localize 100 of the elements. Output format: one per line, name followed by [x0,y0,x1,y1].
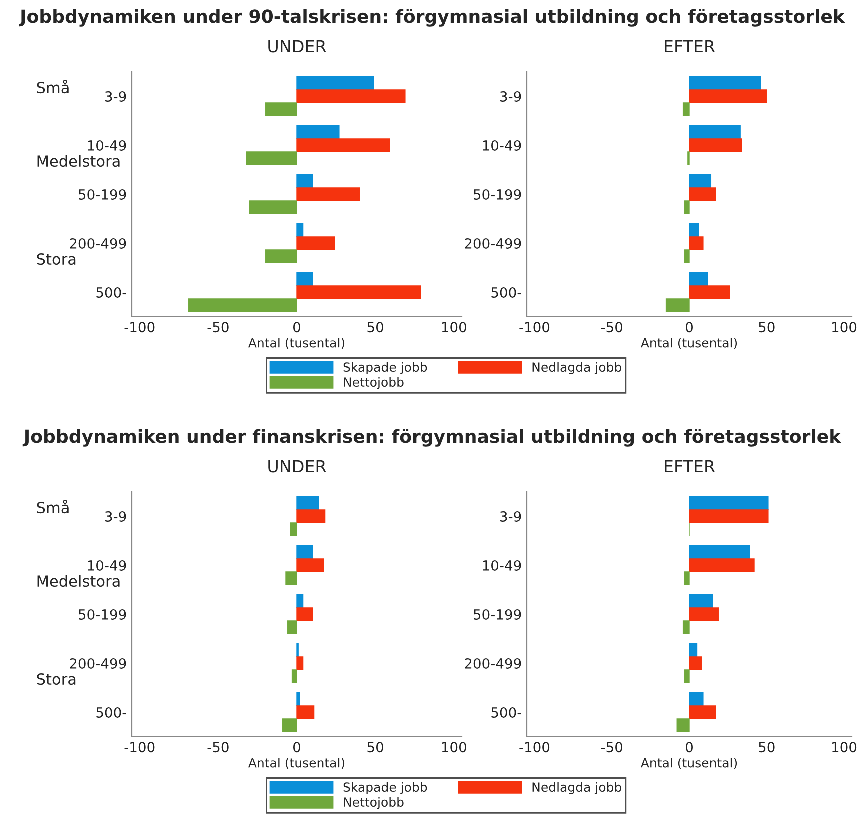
bar [296,546,314,560]
y-tick-label: 500- [96,287,126,298]
y-tick-label: 200-499 [465,238,522,249]
text: Stora [37,674,76,686]
x-tick-label: 100 [832,742,857,753]
bar [296,608,314,622]
bar [684,572,690,586]
chart-title: EFTER [665,460,716,473]
bar [689,510,769,524]
legend-label: Nettojobb [344,797,404,810]
y-tick-label: 10-49 [88,560,126,571]
bar [296,272,314,286]
chart-title: UNDER [268,40,326,53]
text: Små [37,80,69,94]
bar [296,188,360,202]
y-tick-label: 50-199 [79,189,126,200]
bar [689,558,755,572]
bar [689,706,716,720]
y-tick-label: 3-9 [500,511,522,522]
bar [287,620,298,634]
y-tick-label: 50-199 [79,609,126,620]
y-tick-label: 200-499 [70,238,126,249]
bar [296,90,406,104]
bar [296,706,315,720]
bar [684,250,690,264]
y-tick-label: 10-49 [88,140,126,151]
chart-title: UNDER [268,460,326,473]
bar [296,224,304,238]
x-axis-title: Antal (tusental) [248,758,345,770]
y-tick-label: 500- [96,707,126,718]
text: Små [37,500,69,514]
x-tick-label: 50 [368,742,384,753]
bar [296,236,336,250]
bar [689,692,704,706]
bar [286,572,298,586]
bar [689,224,700,238]
bar [296,558,324,572]
text: Jobbdynamiken under 90-talskrisen: förgymnasial utbildning och företagsstorlek [19,9,846,27]
x-tick-label: 0 [293,322,300,333]
bar [282,718,298,732]
text: Medelstora [38,575,120,588]
bar [290,522,298,536]
y-tick-label: 50-199 [474,189,522,200]
bar [296,656,304,670]
bar [296,286,422,300]
x-tick-label: 0 [686,322,693,333]
bar [684,670,690,684]
bar [292,670,298,684]
bar [676,718,690,732]
text: Nedlagda jobb [532,782,622,794]
bar [689,174,712,188]
bar [265,102,298,116]
y-tick-label: 200-499 [70,658,126,669]
text: Medelstora [38,155,120,168]
x-tick-label: 50 [759,322,775,333]
bar [296,138,390,152]
bar [296,76,374,90]
y-tick-label: 200-499 [465,658,522,669]
text: Stora [37,254,76,266]
bar [689,608,720,622]
bar [689,138,742,152]
y-tick-label: 500- [492,707,522,718]
x-tick-label: -50 [601,322,623,333]
bar [250,200,298,214]
y-tick-label: 3-9 [106,91,126,102]
bar [689,188,716,202]
bar [296,496,320,510]
bar [188,298,298,312]
y-tick-label: 50-199 [474,609,522,620]
bar [689,76,762,90]
x-tick-label: -50 [208,742,229,753]
x-axis-title: Antal (tusental) [248,338,345,350]
x-axis-title: Antal (tusental) [640,758,738,770]
bar [296,692,300,706]
bar [689,656,702,670]
bar [296,174,314,188]
bar [689,286,730,300]
x-tick-label: 50 [759,742,775,753]
bar [296,510,326,524]
bar [689,126,741,140]
y-tick-label: 3-9 [500,91,522,102]
x-tick-label: 100 [442,742,466,753]
y-tick-label: 3-9 [106,511,126,522]
legend-label: Skapade jobb [344,362,428,374]
bar [296,594,304,608]
text: Jobbdynamiken under finanskrisen: förgymnasial utbildning och företagsstorlek [22,429,842,447]
x-tick-label: 0 [293,742,300,753]
x-tick-label: 100 [832,322,857,333]
bar [689,644,698,658]
bar [682,620,690,634]
x-tick-label: -100 [520,322,550,333]
legend-label: Skapade jobb [344,782,428,794]
x-tick-label: -50 [601,742,623,753]
bar [689,594,714,608]
x-tick-label: 50 [368,322,384,333]
x-tick-label: 0 [686,742,693,753]
bar [689,90,768,104]
bar [689,236,704,250]
x-tick-label: -100 [520,742,550,753]
y-tick-label: 10-49 [483,560,522,571]
